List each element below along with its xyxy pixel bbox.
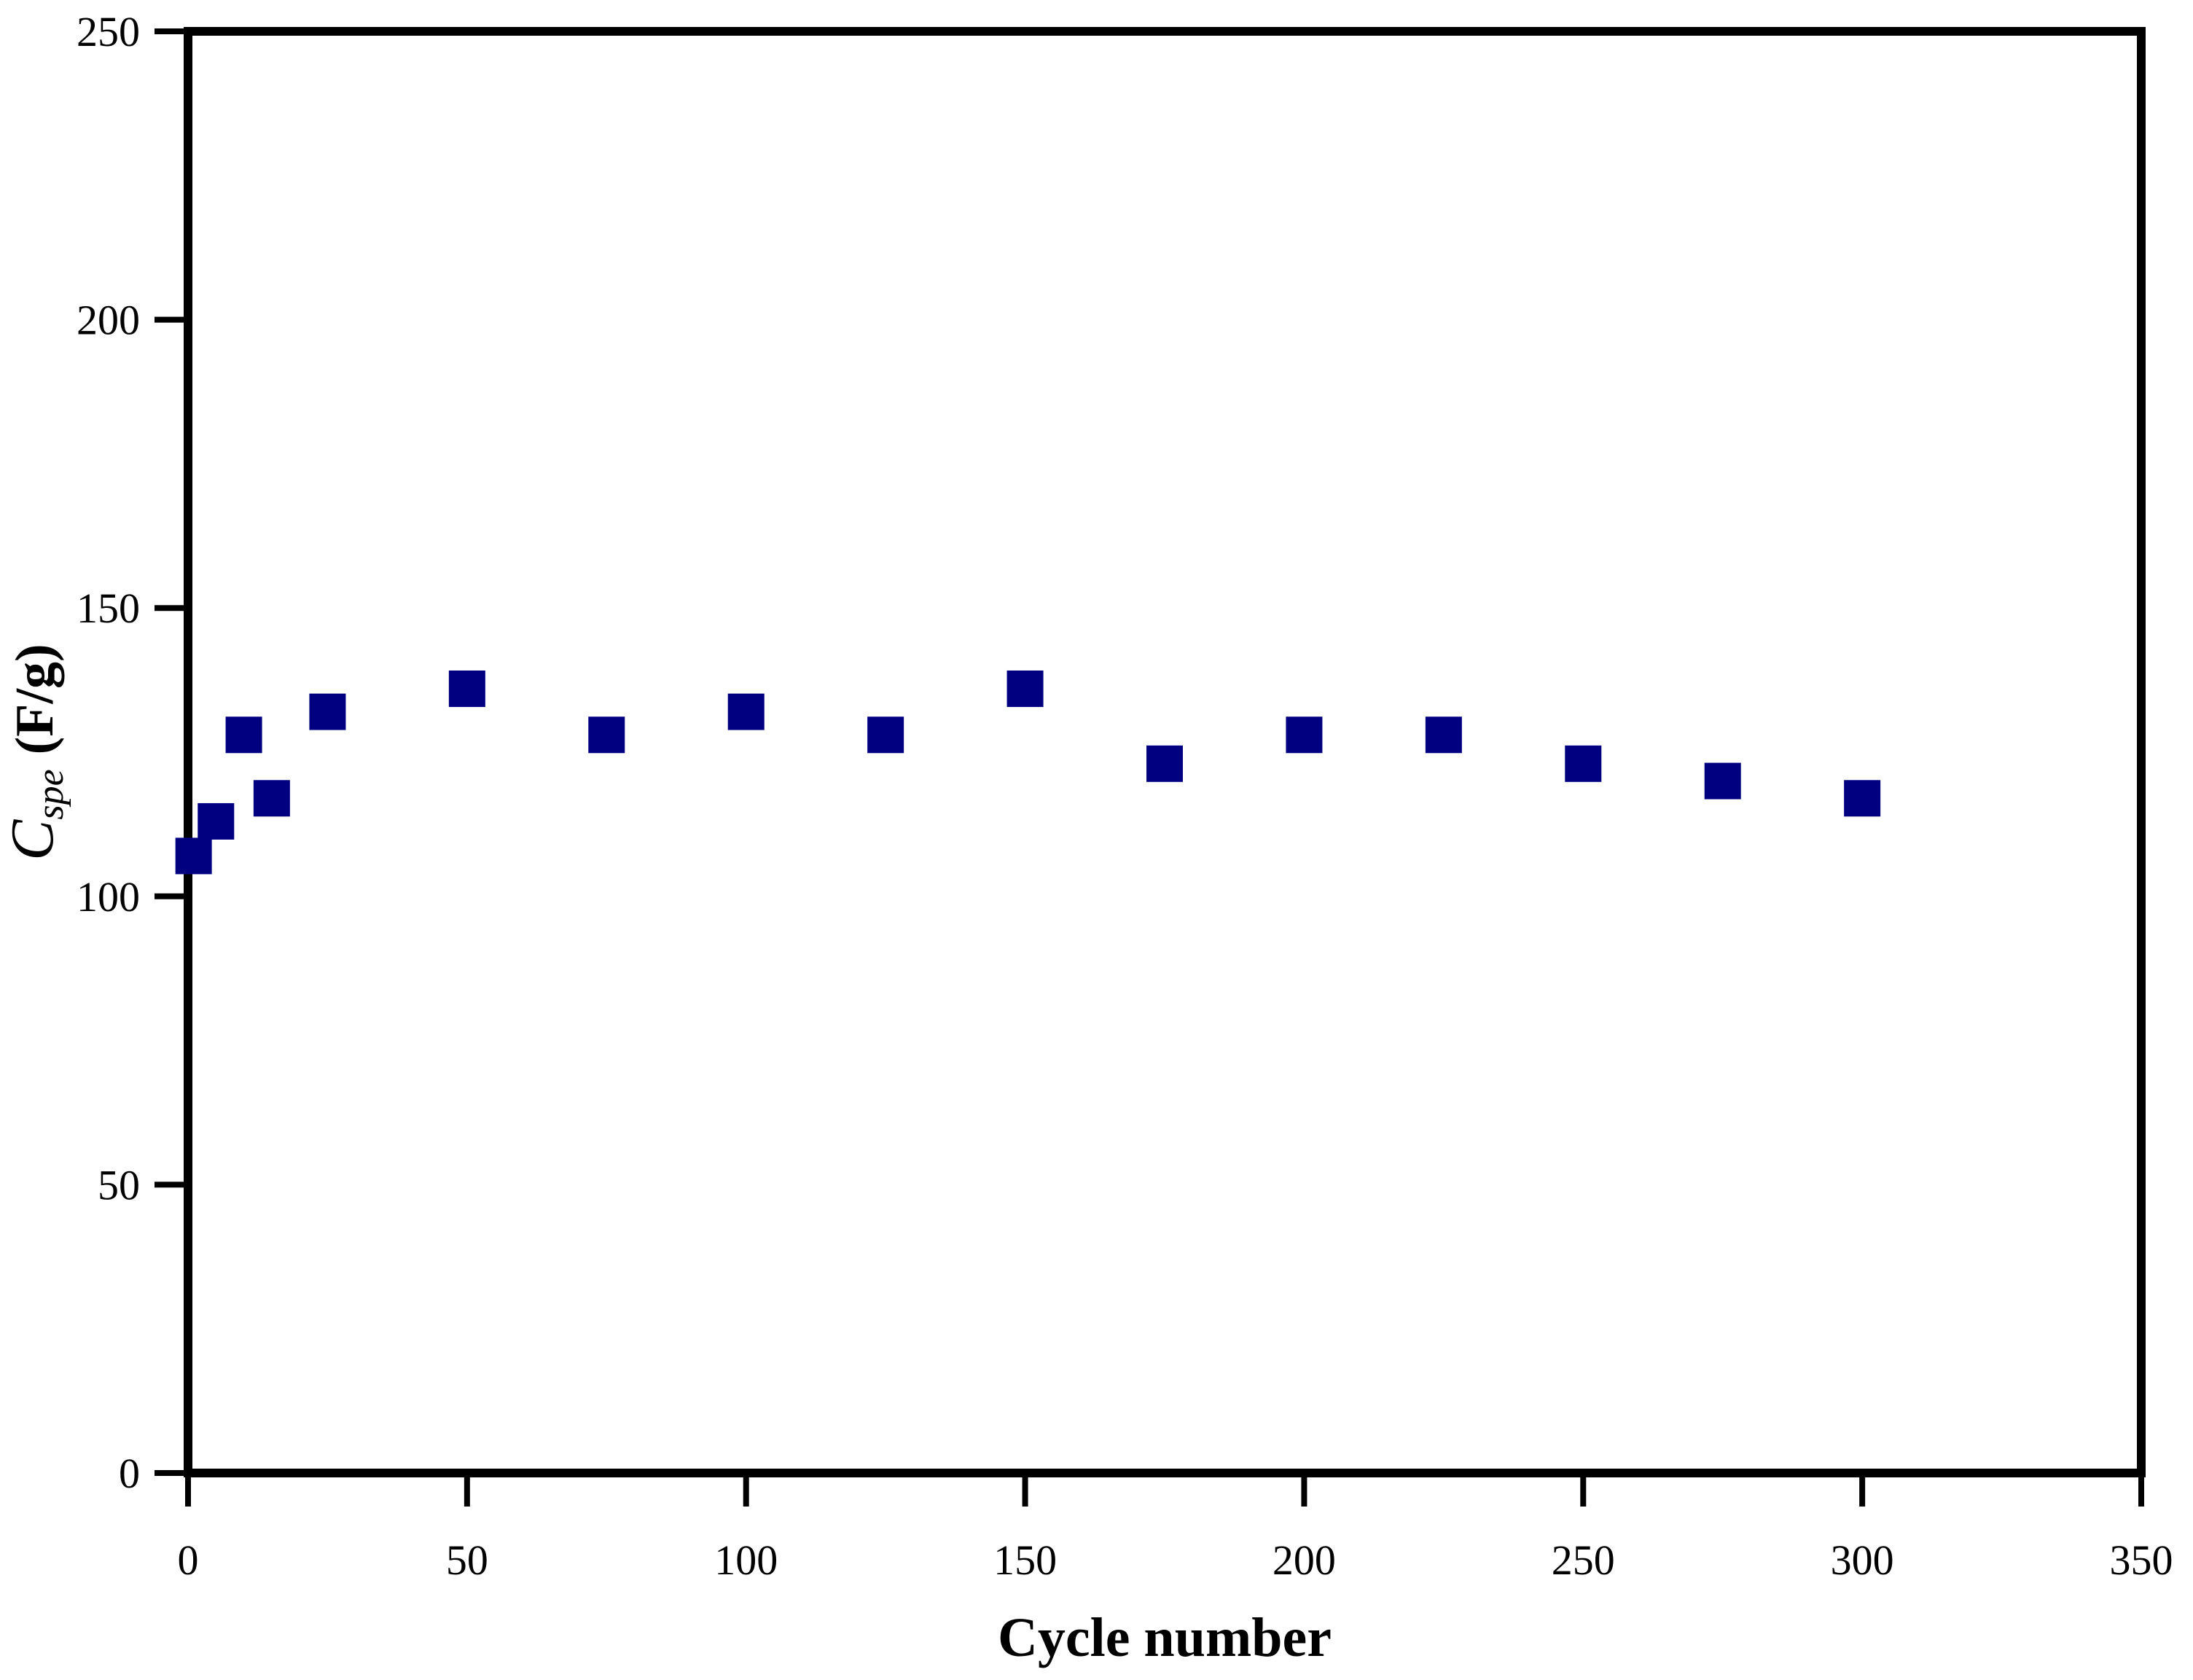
data-point-marker — [198, 802, 235, 840]
x-axis-title: Cycle number — [998, 1607, 1332, 1668]
data-point-marker — [588, 716, 625, 754]
y-axis-title-symbol: C — [0, 819, 66, 861]
data-point-marker — [1704, 762, 1741, 800]
y-tick-label: 150 — [77, 585, 140, 632]
data-point-marker — [727, 693, 765, 730]
data-point-marker — [1565, 745, 1602, 782]
y-tick-labels: 0 50 100 150 200 250 — [77, 8, 140, 1497]
x-tick-label: 0 — [178, 1536, 199, 1584]
y-tick-label: 50 — [98, 1161, 140, 1208]
y-tick-label: 100 — [77, 873, 140, 921]
x-tick-label: 100 — [714, 1536, 778, 1584]
x-axis-ticks — [185, 1477, 2144, 1507]
x-tick-label: 350 — [2110, 1536, 2173, 1584]
data-points-series — [175, 670, 1881, 875]
y-axis-title-subscript: spe — [30, 769, 71, 819]
x-tick-label: 250 — [1552, 1536, 1615, 1584]
y-tick-label: 200 — [77, 297, 140, 344]
data-point-marker — [1844, 780, 1881, 817]
data-point-marker — [867, 716, 904, 754]
y-axis-title: Cspe (F/g) — [0, 644, 71, 860]
data-point-marker — [225, 716, 262, 754]
y-tick-label: 0 — [119, 1450, 140, 1497]
x-tick-label: 150 — [993, 1536, 1057, 1584]
data-point-marker — [253, 780, 290, 817]
data-point-marker — [1146, 745, 1183, 782]
plot-border — [184, 27, 2146, 1477]
data-point-marker — [1286, 716, 1323, 754]
data-point-marker — [175, 837, 212, 875]
data-point-marker — [1425, 716, 1462, 754]
y-tick-label: 250 — [77, 8, 140, 55]
data-point-marker — [309, 693, 346, 730]
x-tick-labels: 0 50 100 150 200 250 300 350 — [178, 1536, 2173, 1584]
x-tick-label: 50 — [446, 1536, 488, 1584]
x-tick-label: 300 — [1831, 1536, 1894, 1584]
y-axis-ticks — [155, 28, 184, 1476]
x-tick-label: 200 — [1273, 1536, 1336, 1584]
data-point-marker — [448, 670, 485, 707]
data-point-marker — [1006, 670, 1044, 707]
y-axis-title-units: (F/g) — [5, 644, 65, 754]
